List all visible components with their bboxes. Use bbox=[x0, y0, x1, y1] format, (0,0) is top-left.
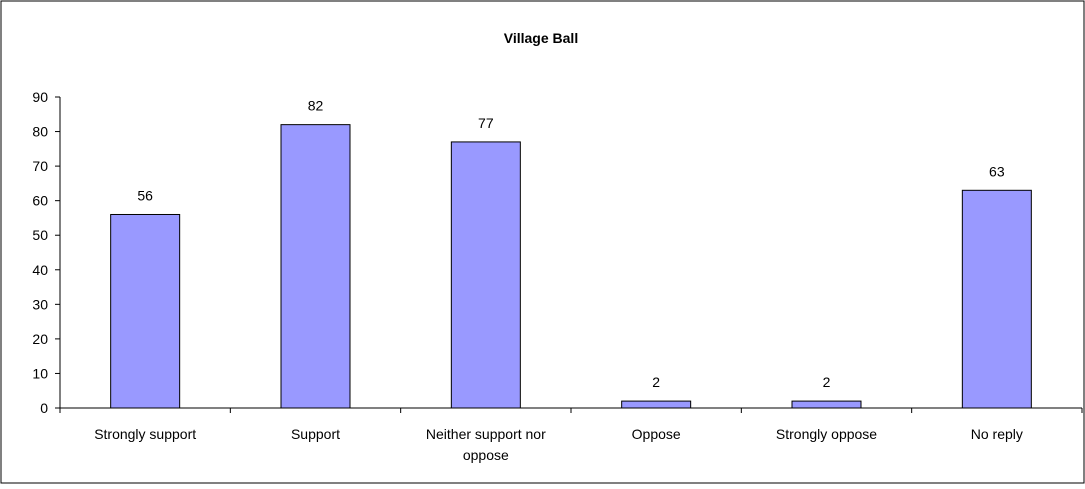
bar bbox=[791, 400, 862, 409]
data-label: 77 bbox=[478, 115, 494, 131]
y-tick-label: 0 bbox=[40, 400, 48, 416]
x-category-label: Strongly support bbox=[94, 426, 196, 442]
x-category-label: Support bbox=[291, 426, 340, 442]
x-category-label: No reply bbox=[971, 426, 1023, 442]
chart-title: Village Ball bbox=[504, 30, 578, 46]
data-label: 82 bbox=[308, 98, 324, 114]
data-label: 2 bbox=[823, 374, 831, 390]
y-tick-label: 40 bbox=[32, 262, 48, 278]
x-category-label: Strongly oppose bbox=[776, 426, 877, 442]
y-tick-label: 10 bbox=[32, 365, 48, 381]
plot-area: 0 10 20 30 40 50 60 70 80 90 56 Strongly support 82 S… bbox=[32, 89, 1083, 463]
bar bbox=[110, 213, 181, 409]
y-tick-label: 50 bbox=[32, 227, 48, 243]
bar bbox=[450, 141, 521, 409]
y-tick-label: 80 bbox=[32, 124, 48, 140]
x-category-label: Oppose bbox=[632, 426, 681, 442]
y-tick-label: 30 bbox=[32, 296, 48, 312]
bar bbox=[621, 400, 692, 409]
y-tick-label: 20 bbox=[32, 331, 48, 347]
y-tick-label: 60 bbox=[32, 193, 48, 209]
data-label: 63 bbox=[989, 163, 1005, 179]
data-label: 2 bbox=[652, 374, 660, 390]
bar bbox=[961, 189, 1032, 409]
x-category-label: oppose bbox=[463, 447, 509, 463]
y-tick-label: 90 bbox=[32, 89, 48, 105]
bar bbox=[280, 124, 351, 409]
y-tick-label: 70 bbox=[32, 158, 48, 174]
x-category-label: Neither support nor bbox=[426, 426, 546, 442]
data-label: 56 bbox=[137, 187, 153, 203]
